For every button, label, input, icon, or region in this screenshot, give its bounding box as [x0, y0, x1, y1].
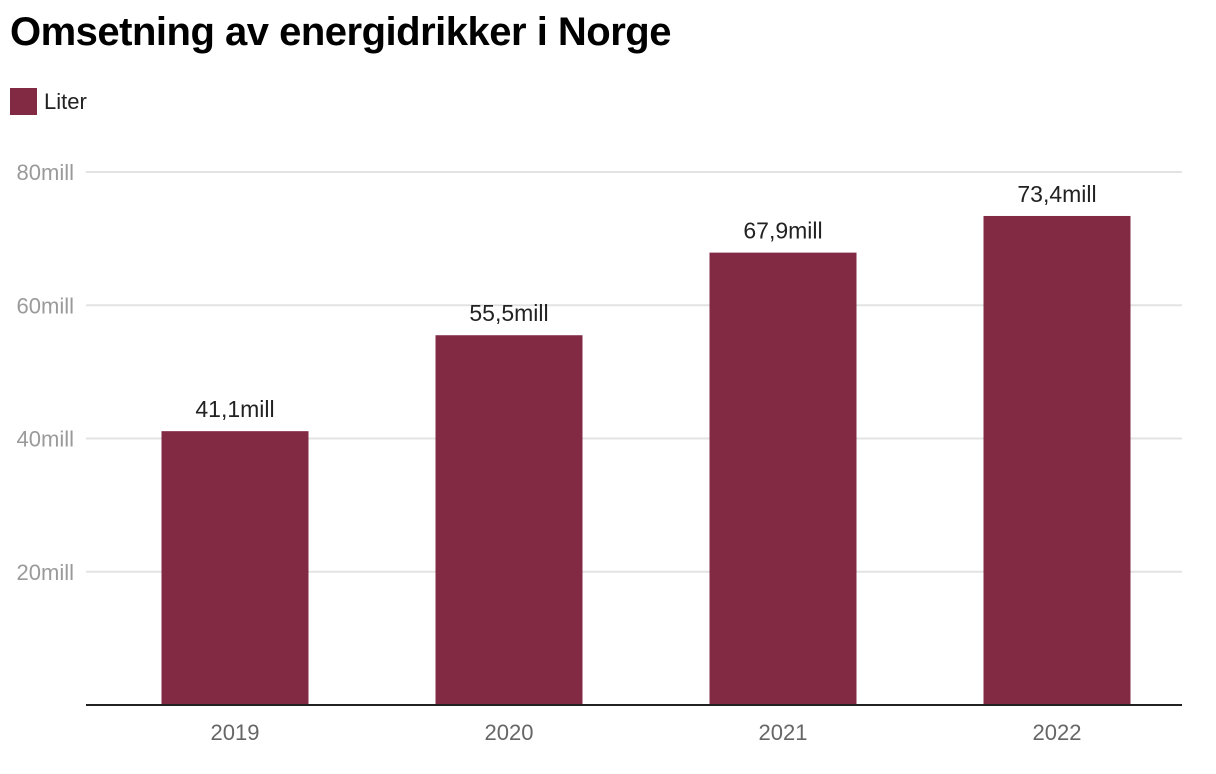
- chart-title: Omsetning av energidrikker i Norge: [10, 10, 672, 54]
- y-tick-label: 40mill: [17, 427, 74, 452]
- data-label: 55,5mill: [469, 300, 548, 326]
- x-tick-label: 2021: [759, 720, 808, 745]
- bar: [435, 335, 583, 705]
- x-tick-label: 2020: [485, 720, 534, 745]
- x-tick-label: 2022: [1033, 720, 1082, 745]
- legend: Liter: [10, 88, 87, 115]
- data-label: 41,1mill: [195, 396, 274, 422]
- x-tick-label: 2019: [211, 720, 260, 745]
- y-tick-label: 20mill: [17, 560, 74, 585]
- data-label: 73,4mill: [1017, 181, 1096, 207]
- y-tick-label: 60mill: [17, 293, 74, 318]
- legend-swatch: [10, 88, 37, 115]
- bar: [709, 252, 857, 705]
- bar: [983, 215, 1131, 705]
- legend-label: Liter: [44, 88, 87, 114]
- y-tick-label: 80mill: [17, 160, 74, 185]
- bar: [161, 431, 309, 705]
- data-label: 67,9mill: [743, 218, 822, 244]
